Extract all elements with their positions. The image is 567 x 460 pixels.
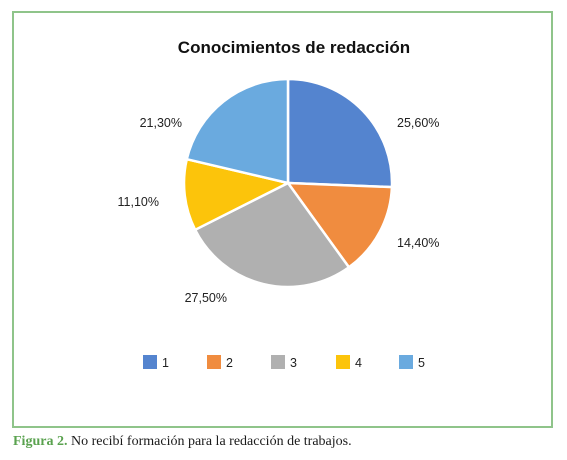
slice-label-1: 25,60% bbox=[397, 116, 439, 130]
figure-caption: Figura 2. No recibí formación para la re… bbox=[13, 434, 558, 450]
figure-caption-text: No recibí formación para la redacción de… bbox=[70, 434, 352, 449]
pie-slice-3 bbox=[193, 181, 351, 289]
chart-title: Conocimientos de redacción bbox=[178, 38, 410, 57]
figure-frame: Conocimientos de redacción 25,60% 14,40% 2… bbox=[12, 11, 553, 428]
pie-slice-4 bbox=[182, 157, 290, 232]
slice-label-2: 14,40% bbox=[397, 236, 439, 250]
legend-label-5: 5 bbox=[418, 356, 425, 370]
slice-label-4: 11,10% bbox=[118, 195, 159, 209]
slice-label-3: 27,50% bbox=[185, 291, 227, 305]
slice-label-5: 21,30% bbox=[140, 116, 182, 130]
pie-chart: Conocimientos de redacción 25,60%14,40%2… bbox=[118, 38, 440, 370]
legend-label-1: 1 bbox=[162, 356, 169, 370]
legend-label-4: 4 bbox=[355, 356, 362, 370]
legend-swatch-2 bbox=[207, 355, 221, 369]
legend-swatch-3 bbox=[271, 355, 285, 369]
pie-slices bbox=[182, 77, 394, 289]
legend: 1 2 3 4 5 bbox=[143, 355, 425, 370]
legend-label-3: 3 bbox=[290, 356, 297, 370]
pie-slice-2 bbox=[286, 181, 394, 269]
pie-slice-1 bbox=[286, 77, 394, 189]
legend-swatch-1 bbox=[143, 355, 157, 369]
figure-caption-label: Figura 2. bbox=[13, 434, 68, 449]
legend-swatch-5 bbox=[399, 355, 413, 369]
pie-slice-5 bbox=[185, 77, 290, 185]
legend-label-2: 2 bbox=[226, 356, 233, 370]
legend-swatch-4 bbox=[336, 355, 350, 369]
pie-slice-labels: 25,60% 14,40% 27,50% 11,10% 21,30% bbox=[118, 116, 440, 305]
